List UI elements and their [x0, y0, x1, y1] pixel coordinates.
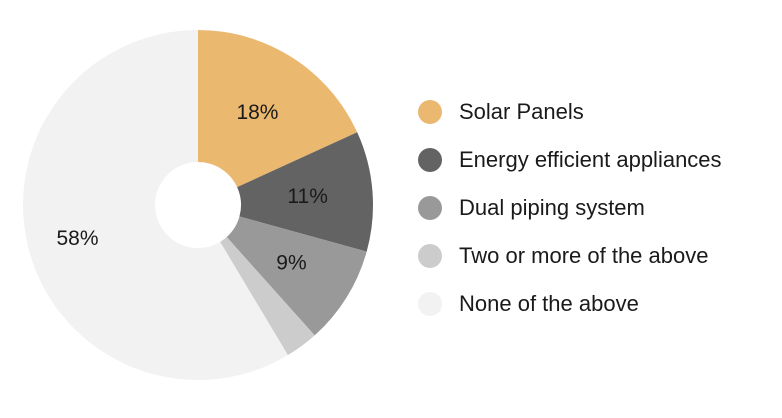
slice-label-dual-piping-system: 9% [276, 251, 306, 274]
legend-swatch-dual-piping-system [418, 196, 442, 220]
legend-swatch-energy-efficient-appliances [418, 148, 442, 172]
legend-item-dual-piping-system: Dual piping system [418, 184, 722, 232]
slice-label-solar-panels: 18% [236, 101, 278, 124]
legend-item-solar-panels: Solar Panels [418, 88, 722, 136]
legend-item-none-of-the-above: None of the above [418, 280, 722, 328]
legend-item-two-or-more: Two or more of the above [418, 232, 722, 280]
legend-label-two-or-more: Two or more of the above [459, 243, 709, 268]
slice-energy-efficient-appliances [237, 132, 373, 252]
legend-swatch-two-or-more [418, 244, 442, 268]
slice-label-none-of-the-above: 58% [57, 227, 99, 250]
legend-swatch-solar-panels [418, 100, 442, 124]
slice-label-energy-efficient-appliances: 11% [287, 185, 327, 208]
slice-none-of-the-above [23, 30, 288, 380]
legend-label-dual-piping-system: Dual piping system [459, 195, 645, 220]
legend-item-energy-efficient-appliances: Energy efficient appliances [418, 136, 722, 184]
legend: Solar Panels Energy efficient appliances… [418, 88, 722, 328]
legend-label-none-of-the-above: None of the above [459, 291, 639, 316]
slice-solar-panels [198, 30, 358, 188]
slice-two-or-more [220, 237, 315, 356]
legend-label-energy-efficient-appliances: Energy efficient appliances [459, 147, 722, 172]
legend-swatch-none-of-the-above [418, 292, 442, 316]
legend-label-solar-panels: Solar Panels [459, 99, 584, 124]
slice-dual-piping-system [226, 216, 367, 336]
